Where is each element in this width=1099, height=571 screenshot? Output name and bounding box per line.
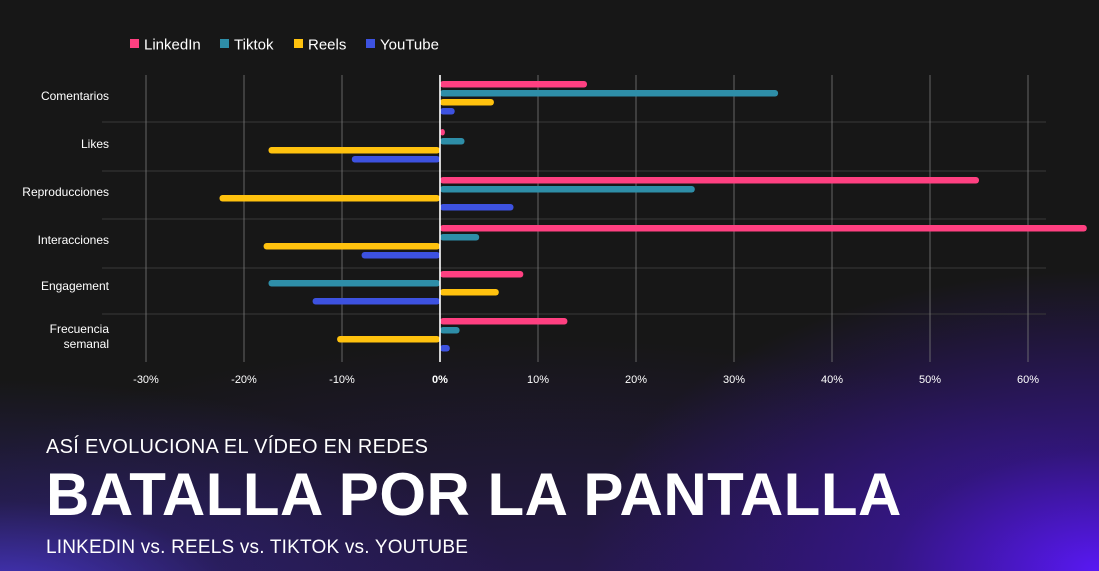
- bar-linkedin-engagement: [440, 271, 524, 278]
- legend: LinkedIn Tiktok Reels YouTube: [130, 37, 439, 54]
- bar-tiktok-likes: [440, 138, 465, 145]
- x-tick-label: -20%: [231, 374, 257, 386]
- x-tick-label: 60%: [1017, 374, 1039, 386]
- legend-swatch-tiktok: [220, 39, 229, 48]
- grid-lines: [102, 75, 1046, 362]
- category-label-engagement: Engagement: [41, 279, 110, 293]
- x-tick-label: -30%: [133, 374, 159, 386]
- bar-reels-likes: [268, 147, 440, 154]
- legend-label-linkedin: LinkedIn: [144, 37, 201, 54]
- bar-chart: -30% -20% -10% 0% 10% 20% 30% 40% 50% 60% Comentar…: [22, 37, 1087, 386]
- chart-kicker: ASÍ EVOLUCIONA EL VÍDEO EN REDES: [46, 436, 429, 458]
- page-title: BATALLA POR LA PANTALLA: [46, 461, 902, 528]
- bar-youtube-comentarios: [440, 108, 455, 115]
- x-tick-label: 0%: [432, 374, 448, 386]
- bar-youtube-interacciones: [361, 252, 440, 259]
- bar-reels-interacciones: [263, 243, 440, 250]
- bar-youtube-reproducciones: [440, 204, 514, 211]
- category-label-likes: Likes: [81, 137, 109, 151]
- bar-tiktok-frecuencia-semanal: [440, 327, 460, 334]
- x-tick-label: 40%: [821, 374, 843, 386]
- bar-tiktok-engagement: [268, 280, 440, 287]
- legend-label-reels: Reels: [308, 37, 346, 54]
- bar-reels-frecuencia-semanal: [337, 336, 440, 343]
- bar-reels-comentarios: [440, 99, 494, 106]
- x-tick-label: 50%: [919, 374, 941, 386]
- category-label-reproducciones: Reproducciones: [22, 185, 109, 199]
- bar-linkedin-comentarios: [440, 81, 587, 88]
- bar-linkedin-likes: [440, 129, 445, 136]
- x-tick-label: 30%: [723, 374, 745, 386]
- bar-youtube-frecuencia-semanal: [440, 345, 450, 352]
- x-tick-label: 20%: [625, 374, 647, 386]
- bar-youtube-engagement: [312, 298, 440, 305]
- bar-youtube-likes: [351, 156, 440, 163]
- legend-swatch-youtube: [366, 39, 375, 48]
- legend-swatch-reels: [294, 39, 303, 48]
- category-label-line: semanal: [64, 337, 109, 351]
- bars: [219, 81, 1087, 352]
- chart-subtitle: LINKEDIN vs. REELS vs. TIKTOK vs. YOUTUB…: [46, 537, 469, 558]
- legend-label-youtube: YouTube: [380, 37, 439, 54]
- category-label-comentarios: Comentarios: [41, 89, 109, 103]
- category-label-frecuencia-semanal: Frecuencia semanal: [50, 322, 110, 351]
- bar-linkedin-reproducciones: [440, 177, 979, 184]
- category-label-interacciones: Interacciones: [38, 233, 109, 247]
- category-label-line: Frecuencia: [50, 322, 110, 336]
- bar-tiktok-reproducciones: [440, 186, 695, 193]
- bar-tiktok-interacciones: [440, 234, 480, 241]
- bar-reels-reproducciones: [219, 195, 440, 202]
- legend-swatch-linkedin: [130, 39, 139, 48]
- x-tick-label: 10%: [527, 374, 549, 386]
- bar-linkedin-frecuencia-semanal: [440, 318, 568, 325]
- x-tick-label: -10%: [329, 374, 355, 386]
- bar-linkedin-interacciones: [440, 225, 1087, 232]
- legend-label-tiktok: Tiktok: [234, 37, 274, 54]
- bar-reels-engagement: [440, 289, 499, 296]
- bar-tiktok-comentarios: [440, 90, 779, 97]
- axis-labels: -30% -20% -10% 0% 10% 20% 30% 40% 50% 60% Comentar…: [22, 89, 1039, 386]
